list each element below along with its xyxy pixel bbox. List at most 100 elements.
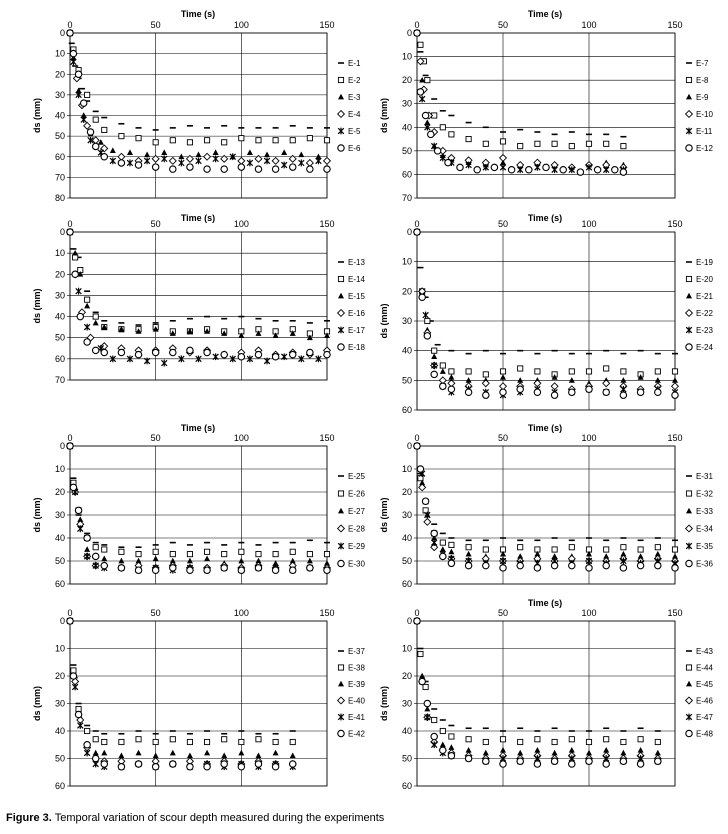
data-point — [603, 365, 610, 372]
data-point — [585, 140, 593, 147]
x-tick-label: 100 — [234, 20, 249, 30]
legend-marker — [336, 109, 346, 119]
data-point — [134, 566, 143, 574]
x-tick-label: 150 — [319, 219, 334, 229]
data-point — [654, 544, 661, 551]
y-tick-label: 50 — [55, 754, 65, 764]
data-point — [169, 749, 176, 756]
data-point — [421, 497, 430, 505]
legend-label: E-16 — [348, 309, 365, 318]
data-point — [143, 357, 151, 365]
legend-label: E-7 — [696, 59, 709, 68]
data-point — [83, 740, 91, 749]
data-point — [272, 749, 279, 756]
data-point — [144, 151, 151, 158]
data-point — [637, 553, 644, 559]
data-point — [298, 159, 305, 167]
x-tick-label: 0 — [67, 20, 72, 30]
data-point — [306, 135, 313, 142]
data-point — [602, 760, 610, 768]
data-point — [533, 564, 542, 572]
data-point — [229, 355, 236, 363]
data-point — [534, 736, 541, 743]
data-point — [417, 41, 424, 48]
data-point — [272, 551, 279, 558]
series-E-42 — [66, 617, 297, 771]
data-point — [444, 158, 452, 167]
legend-marker — [337, 713, 345, 721]
data-point — [246, 159, 254, 167]
data-point — [100, 561, 109, 570]
data-point — [637, 747, 644, 753]
data-point — [100, 348, 109, 357]
data-point — [324, 332, 330, 338]
legend-marker — [336, 524, 346, 533]
series-E-36 — [413, 442, 679, 572]
data-point — [534, 550, 541, 557]
data-point — [178, 355, 185, 363]
data-point — [671, 546, 679, 553]
legend-marker — [337, 542, 345, 550]
data-point — [126, 355, 134, 363]
data-point — [499, 163, 507, 171]
data-point — [203, 152, 212, 161]
y-tick-label: 30 — [402, 510, 412, 520]
data-point — [611, 165, 619, 174]
y-tick-label: 0 — [60, 441, 65, 451]
data-point — [568, 760, 576, 768]
y-tick-label: 50 — [402, 754, 412, 764]
legend-marker — [336, 308, 346, 318]
x-tick-label: 50 — [151, 219, 161, 229]
data-point — [87, 136, 94, 144]
y-tick-label: 10 — [402, 257, 412, 267]
x-tick-label: 100 — [234, 219, 249, 229]
data-point — [254, 760, 263, 768]
data-point — [306, 334, 313, 341]
data-point — [602, 388, 610, 396]
data-point — [203, 762, 211, 771]
data-point — [465, 161, 472, 169]
data-point — [91, 142, 100, 151]
data-point — [465, 544, 472, 551]
legend-label: E-43 — [696, 647, 713, 656]
x-tick-label: 150 — [667, 433, 682, 443]
y-tick-label: 10 — [55, 248, 65, 258]
legend-label: E-32 — [696, 490, 713, 499]
data-point — [237, 163, 246, 171]
data-point — [315, 355, 322, 363]
data-point — [654, 561, 662, 570]
data-point — [185, 154, 194, 163]
data-point — [212, 353, 219, 361]
data-point — [169, 760, 177, 768]
legend-marker — [685, 490, 693, 497]
data-point — [424, 317, 431, 325]
data-point — [101, 126, 108, 133]
legend-label: E-35 — [696, 542, 713, 551]
y-axis-title: ds (mm) — [379, 497, 389, 532]
y-tick-label: 20 — [55, 69, 65, 79]
legend-label: E-29 — [348, 542, 365, 551]
data-point — [66, 442, 74, 450]
data-point — [416, 57, 425, 66]
data-point — [109, 147, 116, 153]
legend-marker — [337, 144, 345, 152]
y-tick-label: 0 — [60, 616, 65, 626]
y-axis-title: ds (mm) — [379, 98, 389, 133]
data-point — [619, 168, 628, 176]
data-point — [439, 382, 447, 391]
data-point — [619, 391, 628, 399]
data-point — [151, 154, 160, 163]
data-point — [151, 348, 160, 357]
data-point — [500, 374, 506, 380]
legend-marker — [337, 76, 345, 84]
y-axis-title: ds (mm) — [32, 288, 42, 323]
data-point — [169, 330, 176, 336]
data-point — [620, 368, 627, 375]
series-E-13 — [67, 231, 330, 326]
data-point — [195, 157, 202, 165]
legend-marker — [338, 507, 344, 514]
legend-label: E-41 — [348, 713, 365, 722]
data-point — [551, 738, 558, 746]
series-E-4 — [65, 28, 332, 167]
legend-label: E-18 — [348, 343, 365, 352]
